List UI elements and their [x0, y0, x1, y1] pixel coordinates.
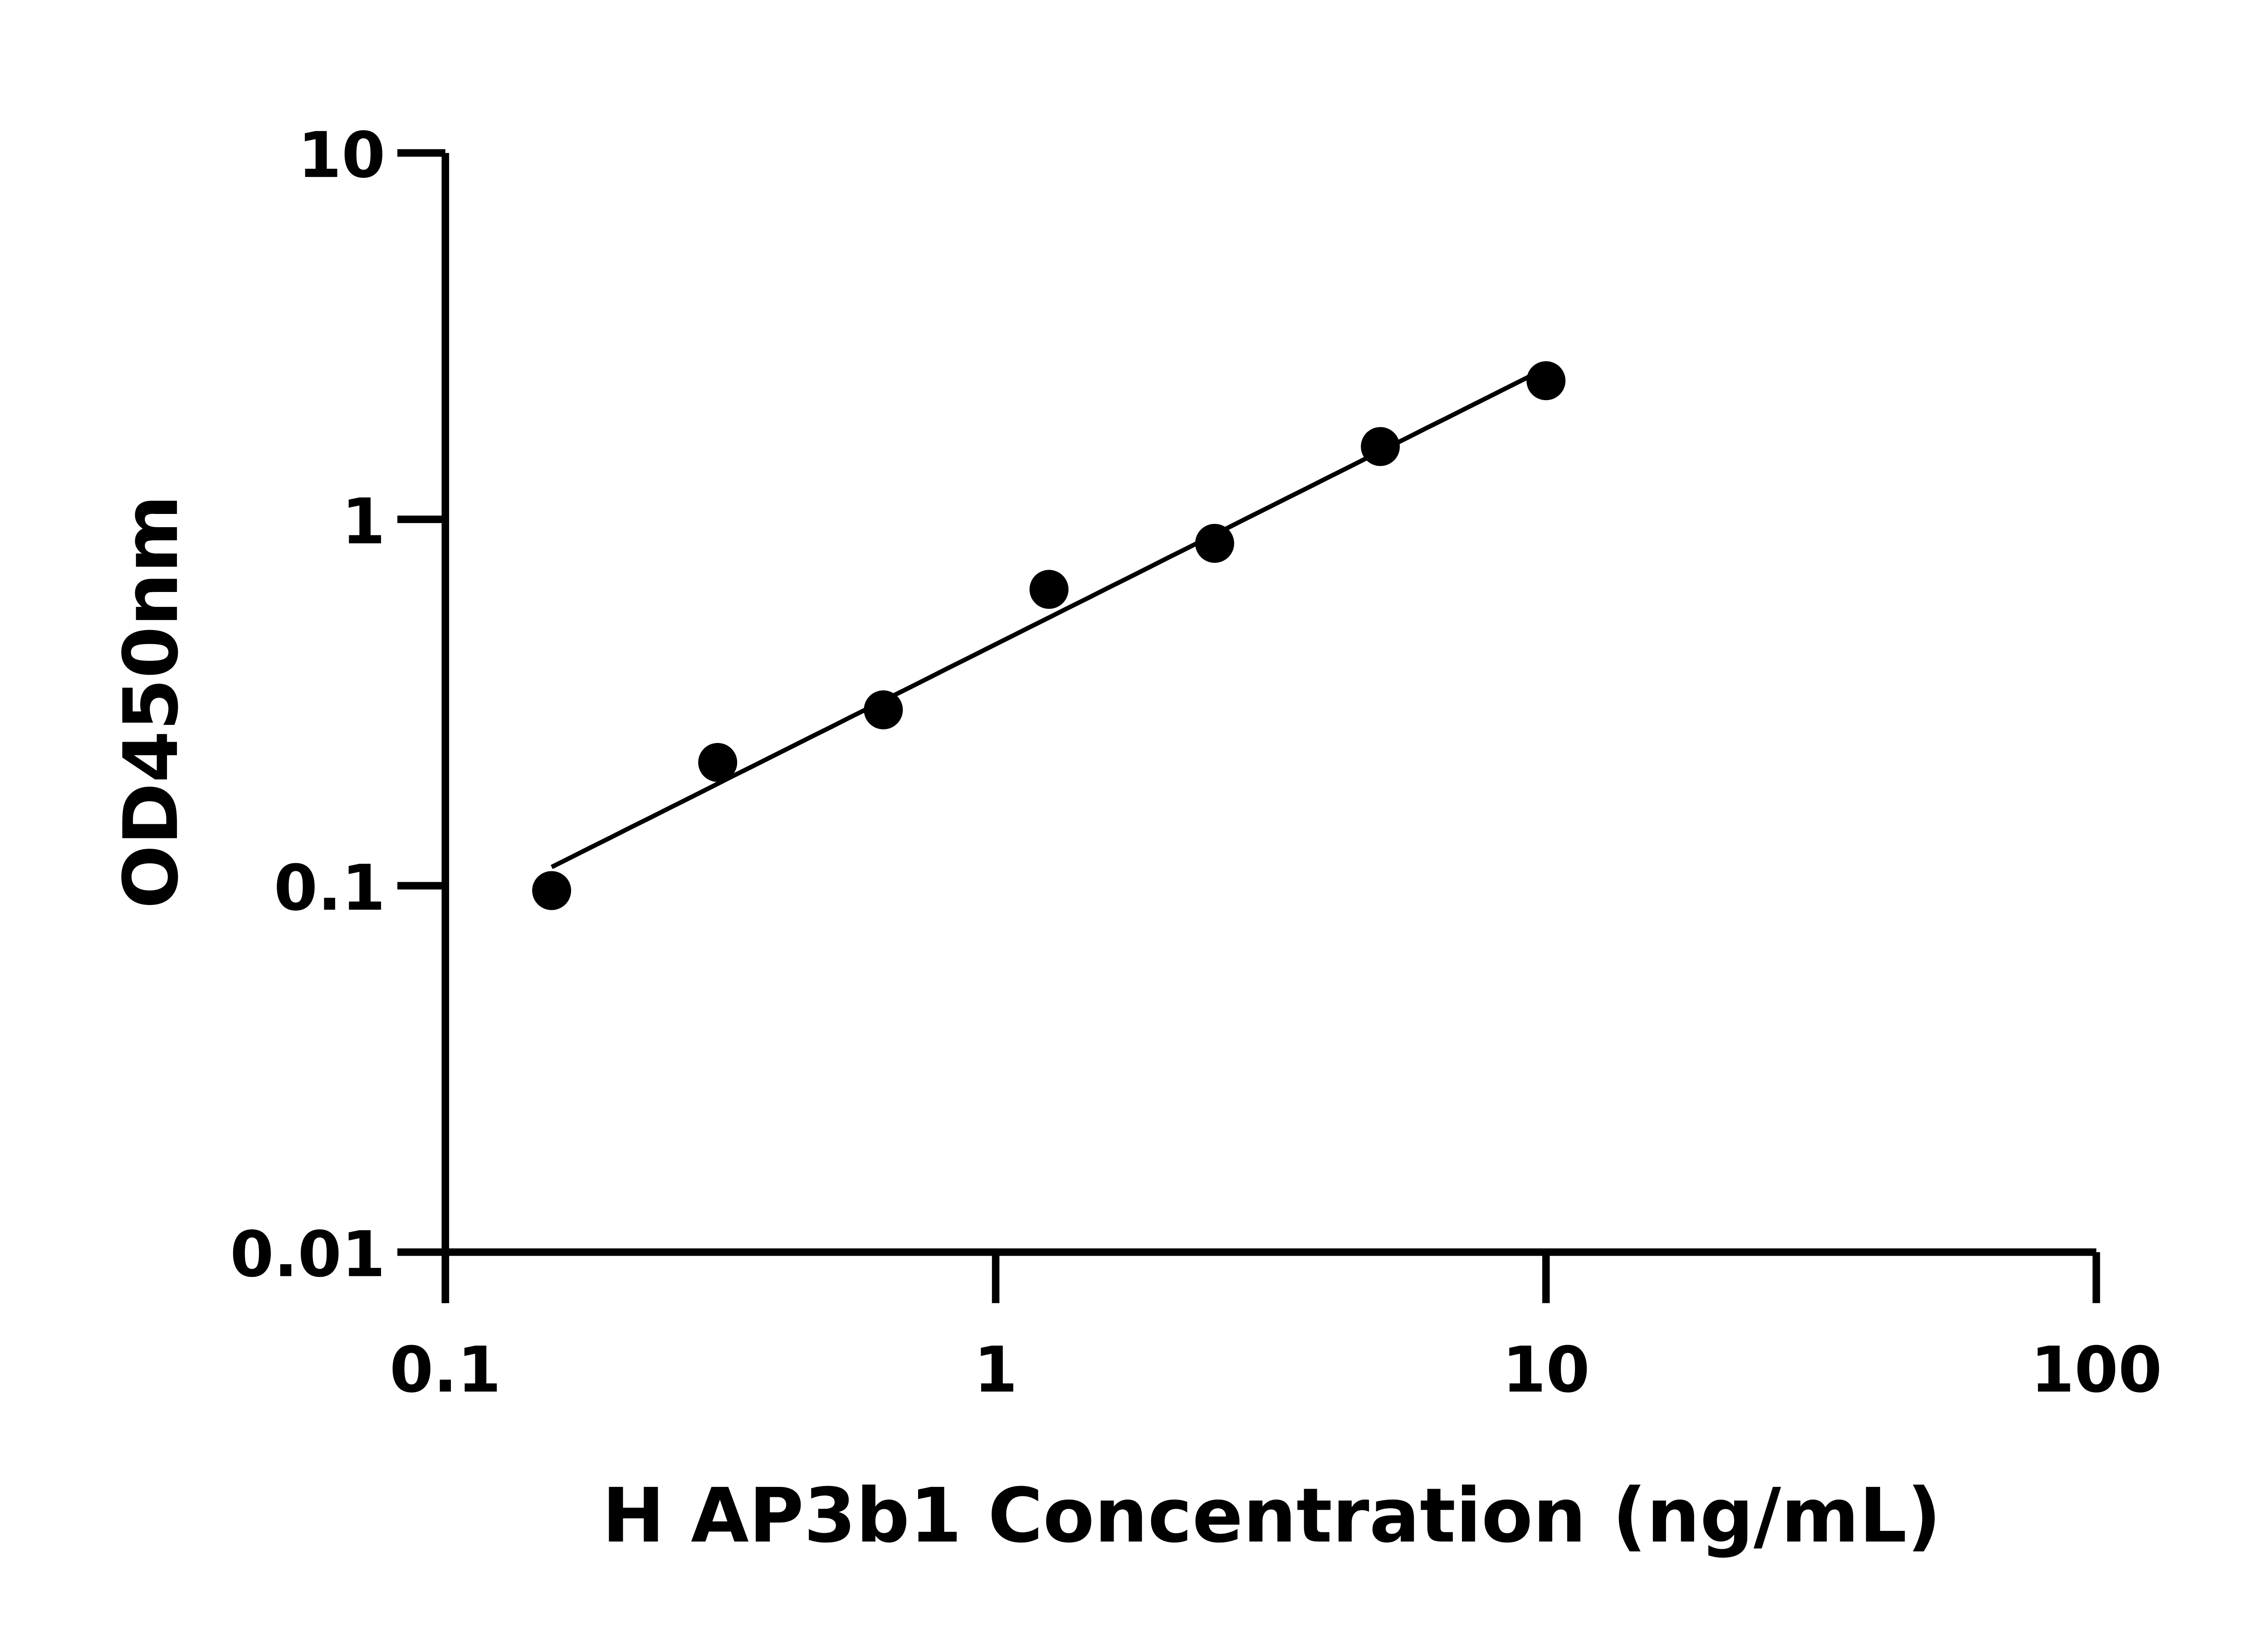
data-point [532, 871, 572, 910]
x-axis-label: H AP3b1 Concentration (ng/mL) [602, 1472, 1941, 1559]
x-tick-label: 0.1 [390, 1333, 501, 1407]
x-tick-label: 10 [1502, 1333, 1590, 1407]
y-tick-label: 0.1 [274, 851, 386, 925]
data-point [1195, 523, 1234, 563]
y-axis-label: OD450nm [108, 495, 195, 909]
data-point [1029, 570, 1069, 609]
x-tick-label: 100 [2031, 1333, 2162, 1407]
data-point [1361, 427, 1400, 466]
y-tick-label: 0.01 [230, 1217, 386, 1291]
data-points [532, 361, 1566, 910]
data-point [864, 690, 903, 729]
data-point [698, 743, 738, 782]
x-tick-label: 1 [974, 1333, 1018, 1407]
y-tick-label: 10 [298, 118, 385, 192]
y-tick-label: 1 [342, 485, 386, 558]
data-point [1526, 361, 1566, 401]
